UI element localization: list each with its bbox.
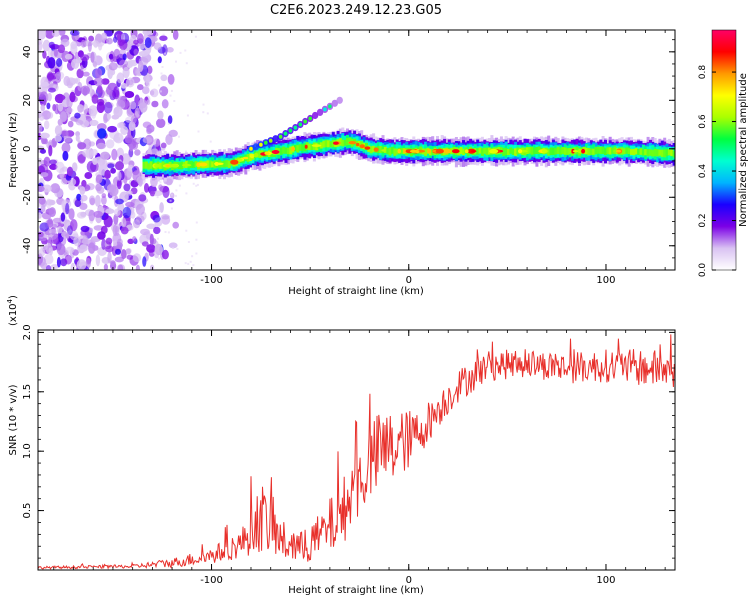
snr-frame [37,329,676,571]
y-tick-label: 1.0 [22,443,33,459]
snr-x-ticks: -100 0 100 [53,330,666,586]
spectrogram-y-ticks: -40 -20 0 20 40 [22,39,675,259]
x-tick-label: -100 [200,575,223,586]
snr-panel: -100 0 100 0.5 1.0 1.5 2.0 Height of straight… [6,295,676,596]
figure-title: C2E6.2023.249.12.23.G05 [270,3,442,18]
y-tick-label: 0.5 [22,503,33,519]
colorbar-tick-label: 0.4 [698,164,708,179]
spectrogram-frame [37,29,676,271]
colorbar-tick-label: 0.2 [698,213,708,227]
snr-y-ticks: 0.5 1.0 1.5 2.0 [22,324,675,559]
spectrogram-y-label: Frequency (Hz) [8,112,19,188]
snr-y-scale-label: (x104) [6,295,19,326]
x-tick-label: 0 [406,275,412,286]
colorbar-label: Normalized spectral amplitude [738,73,749,227]
x-tick-label: 0 [406,575,412,586]
colorbar-tick-label: 0.8 [698,65,708,80]
snr-x-label: Height of straight line (km) [288,585,424,596]
spectrogram-panel: -100 0 100 -40 -20 0 20 40 Height of straight … [8,29,676,297]
y-tick-label: 1.5 [22,384,33,400]
y-tick-label: 40 [22,45,33,58]
y-tick-label: 0 [22,146,33,152]
y-tick-label: 20 [22,94,33,107]
x-tick-label: 100 [596,575,615,586]
spectrogram-image [38,30,675,270]
colorbar: 0.0 0.2 0.4 0.6 0.8 Normalized spectral ampl… [698,29,749,278]
colorbar-tick-label: 0.0 [698,263,708,278]
spectrogram-x-label: Height of straight line (km) [288,286,424,297]
snr-series-line [38,334,675,570]
spectrogram-x-ticks: -100 0 100 [53,30,666,286]
x-tick-label: 100 [596,275,615,286]
y-tick-label: -20 [22,189,33,205]
colorbar-strip [711,29,737,271]
colorbar-tick-label: 0.6 [698,114,708,129]
y-tick-label: -40 [22,238,33,254]
snr-y-label: SNR (10 * v/v) [8,384,19,455]
y-tick-label: 2.0 [22,324,33,340]
x-tick-label: -100 [200,275,223,286]
colorbar-ticks: 0.0 0.2 0.4 0.6 0.8 [698,65,736,278]
